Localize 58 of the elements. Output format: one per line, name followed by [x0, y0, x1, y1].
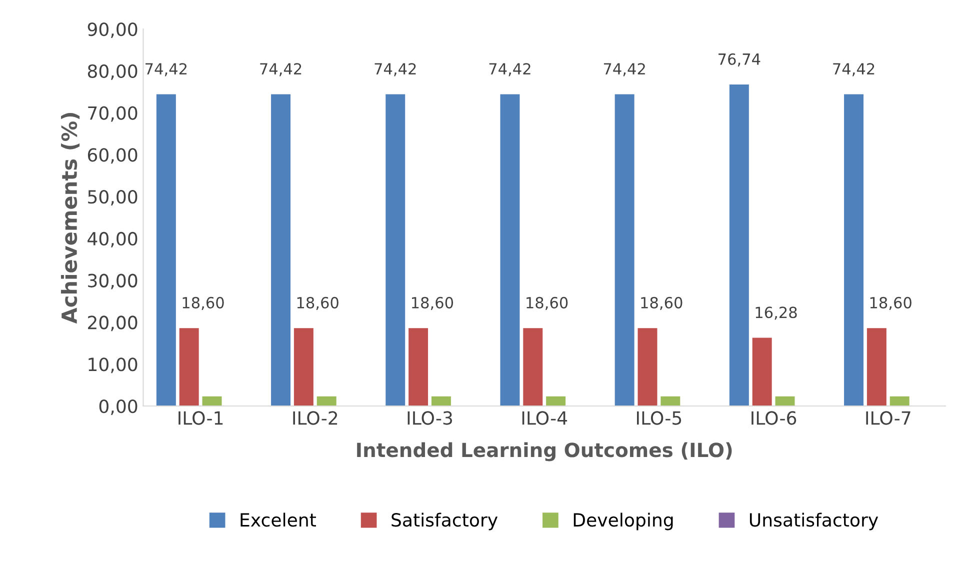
y-tick-label: 10,00: [88, 358, 138, 374]
y-tick-label: 30,00: [88, 274, 138, 290]
legend-label: Developing: [574, 512, 673, 530]
x-axis-title: Intended Learning Outcomes (ILO): [357, 442, 732, 462]
legend-label: Satisfactory: [392, 512, 498, 530]
bar: [729, 84, 749, 406]
data-label: 18,60: [641, 296, 682, 310]
y-tick-label: 80,00: [88, 64, 138, 80]
bar: [660, 396, 680, 406]
y-tick-label: 70,00: [88, 106, 138, 122]
bar: [156, 94, 176, 406]
y-tick-label: 40,00: [88, 232, 138, 248]
y-tick-label: 90,00: [88, 22, 138, 38]
bar: [890, 396, 910, 406]
data-label: 74,42: [260, 63, 302, 76]
legend-label: Unsatisfactory: [750, 512, 878, 530]
x-tick-label: ILO-2: [293, 411, 338, 425]
bar: [179, 328, 199, 406]
bar: [866, 328, 886, 406]
data-label: 74,42: [374, 63, 416, 76]
y-axis-title: Achievements (%): [60, 113, 80, 324]
bar: [523, 328, 543, 406]
x-tick-label: ILO-6: [752, 411, 796, 425]
bar: [775, 396, 795, 406]
x-tick-label: ILO-7: [866, 411, 910, 425]
data-label: 74,42: [604, 63, 645, 76]
bar: [202, 396, 222, 406]
y-tick-label: 50,00: [88, 190, 138, 206]
bar: [386, 94, 406, 406]
x-tick-label: ILO-1: [178, 411, 223, 425]
bar: [614, 94, 634, 406]
y-tick-label: 60,00: [88, 148, 138, 164]
data-label: 74,42: [833, 63, 874, 76]
data-label: 18,60: [526, 296, 568, 310]
bar: [294, 328, 314, 406]
y-tick-label: 20,00: [88, 316, 138, 332]
x-tick-label: ILO-5: [637, 411, 682, 425]
data-label: 16,28: [756, 306, 797, 320]
bar: [546, 396, 566, 406]
data-label: 76,74: [718, 53, 760, 66]
bar: [271, 94, 291, 406]
data-label: 18,60: [870, 296, 912, 310]
bar: [500, 94, 520, 406]
bar: [431, 396, 451, 406]
bar: [408, 328, 428, 406]
y-tick-label: 0,00: [99, 399, 138, 415]
data-label: 74,42: [489, 63, 530, 76]
x-tick-label: ILO-3: [408, 411, 452, 425]
bar: [844, 94, 864, 406]
data-label: 74,42: [146, 63, 187, 76]
x-tick-label: ILO-4: [522, 411, 568, 425]
data-label: 18,60: [412, 296, 454, 310]
bar: [638, 328, 658, 406]
bar: [752, 338, 772, 406]
data-label: 18,60: [297, 296, 338, 310]
bar: [316, 396, 336, 406]
data-label: 18,60: [182, 296, 224, 310]
legend-label: Excelent: [240, 512, 316, 527]
